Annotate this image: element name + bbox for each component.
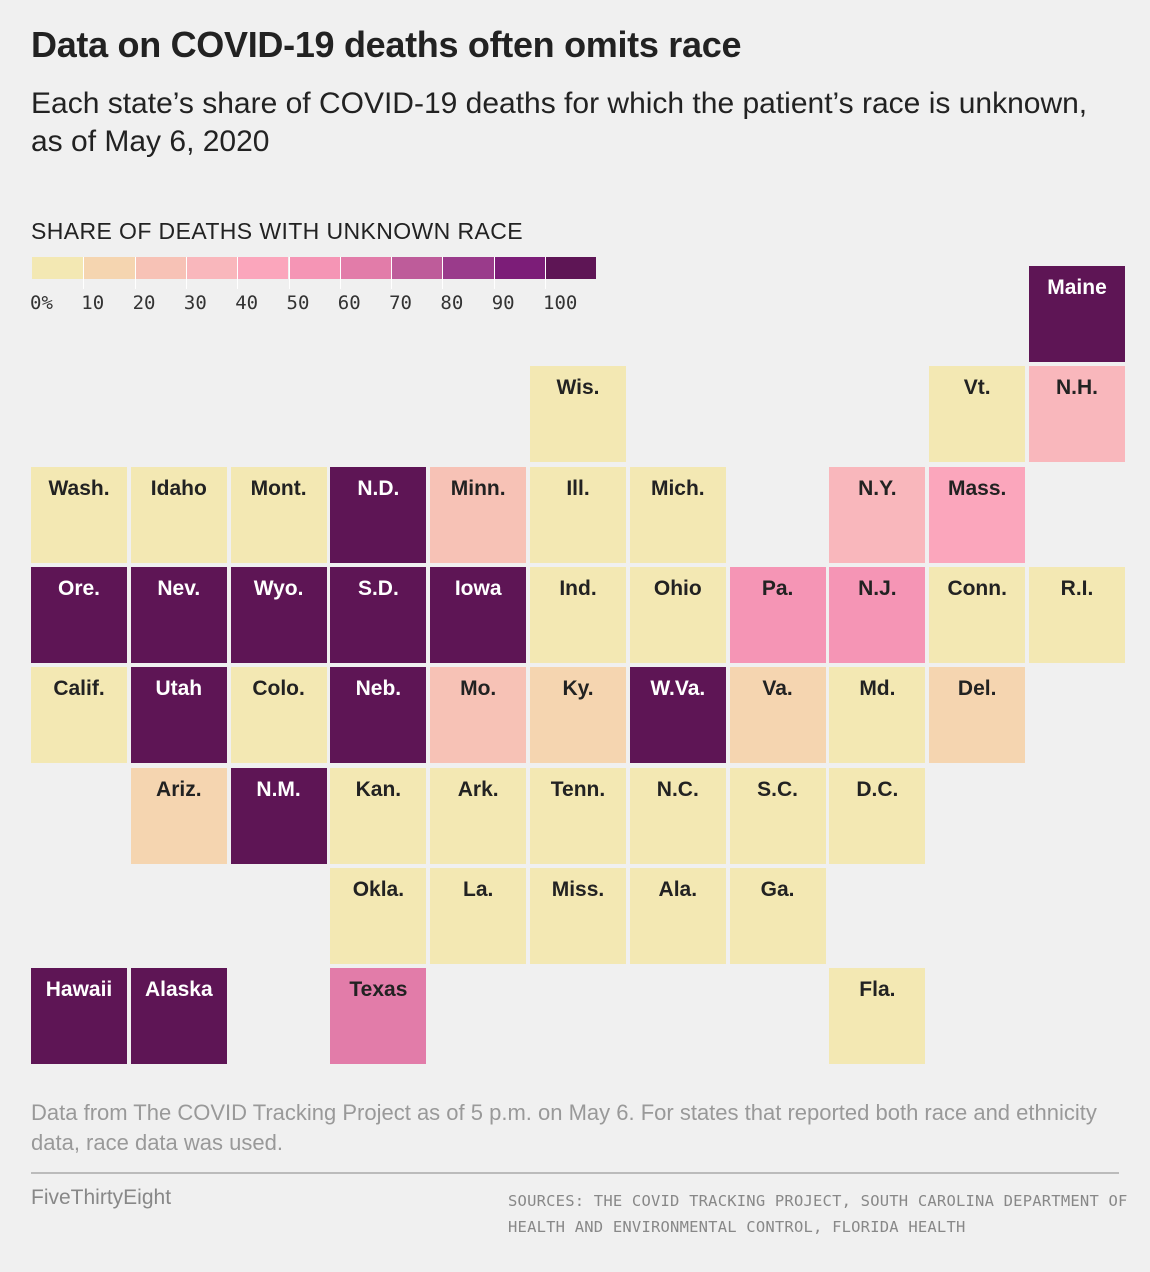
state-tile: N.H. — [1029, 366, 1125, 463]
legend-tick — [237, 257, 239, 289]
state-tile: Md. — [829, 667, 926, 764]
state-tile: Ala. — [629, 867, 726, 964]
legend-tick-label: 0% — [30, 292, 53, 314]
legend-tick-label: 30 — [183, 292, 207, 314]
state-tile: Vt. — [929, 366, 1026, 463]
state-tile: Ga. — [729, 867, 826, 964]
state-tile: S.C. — [729, 767, 826, 864]
state-tile: Idaho — [130, 466, 227, 563]
legend-tick-label: 70 — [389, 292, 412, 314]
legend-tick-label: 90 — [491, 292, 515, 314]
state-tile: Maine — [1029, 266, 1125, 362]
state-tile-map: Maine Wis. Vt. N.H. Wash. Idaho Mont. N.D. Minn.… — [31, 266, 1125, 1065]
state-tile: Tenn. — [530, 767, 626, 864]
state-tile: Kan. — [330, 767, 427, 864]
color-legend — [32, 257, 597, 289]
state-tile: Calif. — [31, 667, 127, 764]
state-tile: Wis. — [530, 366, 626, 463]
legend-tick-label: 60 — [337, 292, 361, 314]
state-tile: Va. — [729, 667, 826, 764]
state-tile: Mass. — [929, 466, 1026, 563]
legend-swatch — [83, 257, 135, 279]
state-tile: N.M. — [230, 767, 327, 864]
chart-title: Data on COVID-19 deaths often omits race — [31, 24, 742, 65]
state-tile: D.C. — [829, 767, 926, 864]
legend-swatch — [339, 257, 392, 279]
state-tile: Miss. — [530, 867, 626, 964]
state-tile: Okla. — [330, 867, 427, 964]
state-tile: Mich. — [629, 466, 726, 563]
state-tile: Wash. — [31, 466, 127, 563]
legend-tick-label: 40 — [235, 292, 259, 314]
legend-swatch — [493, 257, 545, 279]
state-tile: La. — [430, 867, 527, 964]
state-tile: Texas — [330, 968, 427, 1065]
legend-tick — [493, 257, 495, 289]
footer-divider — [31, 1172, 1119, 1174]
state-tile: Neb. — [330, 667, 427, 764]
state-tile: N.J. — [829, 566, 926, 663]
state-tile: Mont. — [230, 466, 327, 563]
legend-swatch — [32, 257, 84, 279]
legend-tick-label: 100 — [543, 292, 578, 314]
footnote: Data from The COVID Tracking Project as … — [31, 1100, 1097, 1155]
state-tile: Mo. — [430, 667, 527, 764]
state-tile: W.Va. — [629, 667, 726, 764]
legend-tick-label: 10 — [81, 292, 105, 314]
legend-tick-label: 20 — [132, 292, 156, 314]
legend-tick — [288, 257, 290, 289]
chart-subtitle: Each state’s share of COVID-19 deaths fo… — [31, 87, 1088, 158]
state-tile: Nev. — [130, 566, 227, 663]
state-tile: Ill. — [530, 466, 626, 563]
legend-swatch — [185, 257, 238, 279]
state-tile: Iowa — [430, 566, 527, 663]
state-tile: Wyo. — [230, 566, 327, 663]
legend-tick — [185, 257, 187, 289]
legend-swatch — [442, 257, 494, 279]
legend-swatch — [391, 257, 443, 279]
sources-text: SOURCES: THE COVID TRACKING PROJECT, SOU… — [508, 1192, 1128, 1236]
state-tile: Ore. — [31, 566, 127, 663]
legend-swatch — [237, 257, 289, 279]
state-tile: Ariz. — [130, 767, 227, 864]
state-tile: Del. — [929, 667, 1026, 764]
state-tile: N.C. — [629, 767, 726, 864]
state-tile: Fla. — [829, 968, 926, 1065]
brand-label: FiveThirtyEight — [31, 1186, 172, 1209]
legend-tick — [545, 257, 546, 289]
state-tile: Alaska — [130, 968, 227, 1065]
state-tile: Hawaii — [31, 968, 127, 1065]
legend-tick — [339, 257, 341, 289]
legend-tick — [83, 257, 85, 289]
state-tile: Ind. — [530, 566, 626, 663]
legend-swatch — [288, 257, 340, 279]
state-tile: Utah — [130, 667, 227, 764]
legend-tick-label: 50 — [286, 292, 310, 314]
state-tile: Ohio — [629, 566, 726, 663]
state-tile: Colo. — [230, 667, 327, 764]
legend-tick — [134, 257, 136, 289]
state-tile: Pa. — [729, 566, 826, 663]
state-tile: N.D. — [330, 466, 427, 563]
legend-tick-label: 80 — [440, 292, 464, 314]
legend-swatch — [545, 257, 597, 279]
legend-tick — [442, 257, 444, 289]
state-tile: S.D. — [330, 566, 427, 663]
state-tile: Minn. — [430, 466, 527, 563]
legend-title: SHARE OF DEATHS WITH UNKNOWN RACE — [31, 218, 523, 244]
state-tile: Ark. — [430, 767, 527, 864]
state-tile: Ky. — [530, 667, 626, 764]
state-tile: Conn. — [929, 566, 1026, 663]
legend-swatch — [134, 257, 186, 279]
legend-tick — [391, 257, 393, 289]
state-tile: N.Y. — [829, 466, 926, 563]
state-tile: R.I. — [1029, 566, 1125, 663]
